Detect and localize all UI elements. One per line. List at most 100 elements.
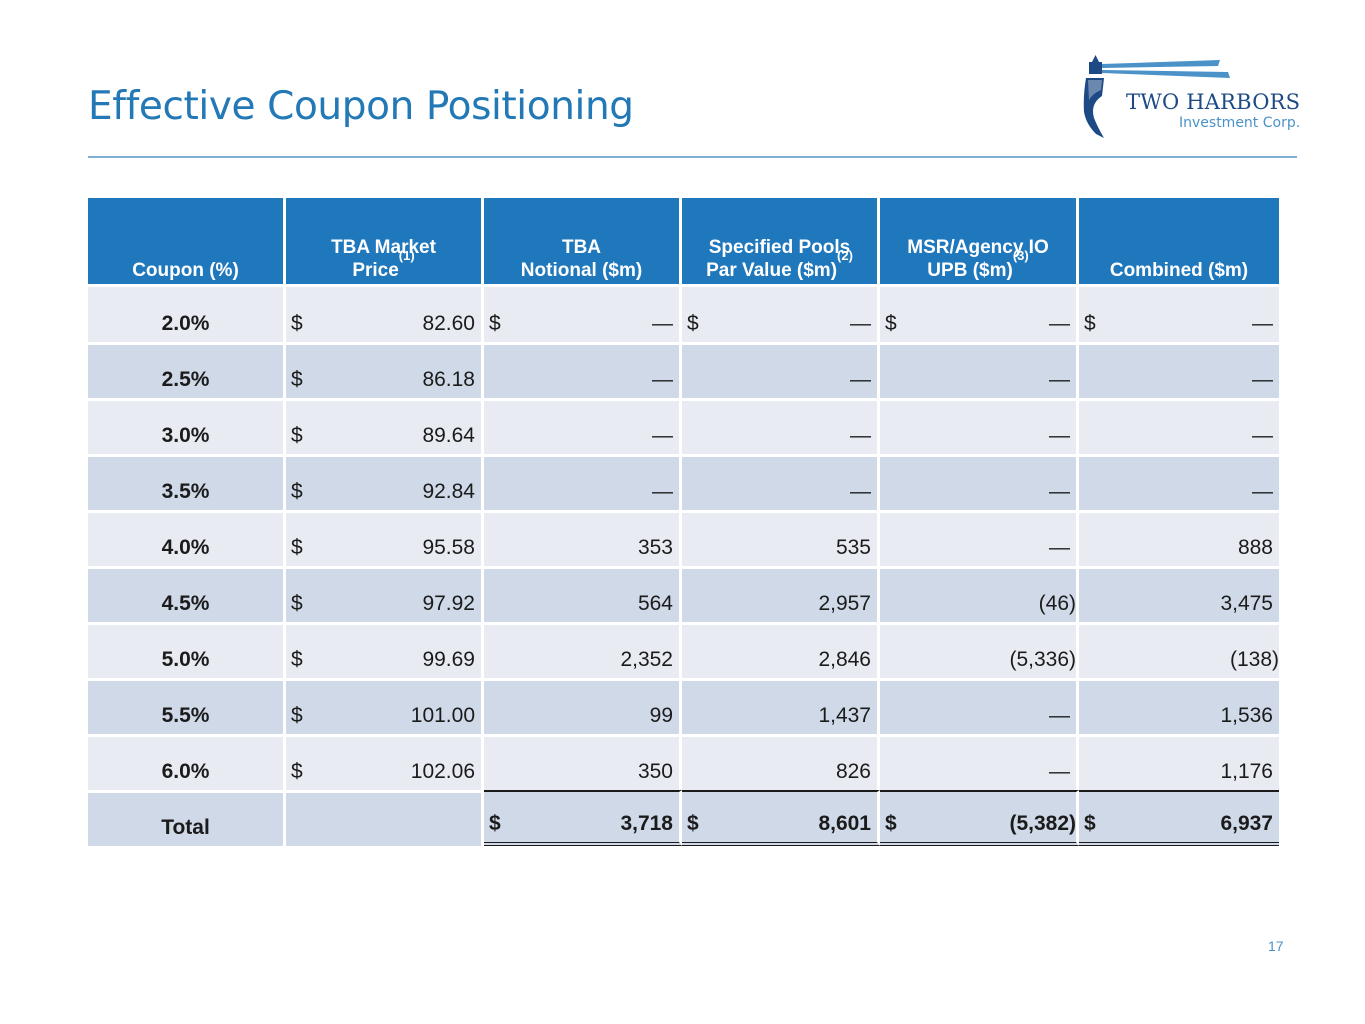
table-cell: $102.06	[286, 734, 484, 790]
currency-symbol	[885, 592, 897, 616]
currency-symbol: $	[687, 812, 699, 835]
table-header-row: Coupon (%) TBA Market Price(1) TBA Notional …	[88, 198, 1279, 284]
currency-symbol: $	[291, 592, 303, 615]
table-cell: 535	[682, 510, 880, 566]
cell-value: 8,601	[818, 812, 871, 835]
column-header-text: TBA Market	[331, 237, 436, 258]
coupon-cell: 2.5%	[88, 342, 286, 398]
cell-value: (46)	[1038, 592, 1076, 615]
currency-symbol: $	[291, 648, 303, 671]
column-header-text: Specified Pools	[708, 237, 851, 258]
currency-symbol	[687, 648, 699, 672]
table-cell: 2,957	[682, 566, 880, 622]
cell-value: 353	[637, 536, 673, 559]
table-cell: —	[1079, 398, 1279, 454]
cell-value: 6,937	[1220, 812, 1273, 835]
table-cell: 888	[1079, 510, 1279, 566]
cell-value: 101.00	[410, 704, 475, 727]
currency-symbol	[489, 760, 501, 784]
table-cell: —	[880, 510, 1079, 566]
cell-value: —	[1049, 480, 1070, 503]
cell-value: 86.18	[422, 368, 475, 391]
currency-symbol	[687, 480, 699, 504]
table-cell: 826	[682, 734, 880, 790]
table-cell: 1,536	[1079, 678, 1279, 734]
table-cell: 1,176	[1079, 734, 1279, 790]
currency-symbol: $	[687, 312, 699, 335]
coupon-cell: 5.5%	[88, 678, 286, 734]
table-cell: (5,336)	[880, 622, 1079, 678]
coupon-cell: 4.5%	[88, 566, 286, 622]
table-cell: $97.92	[286, 566, 484, 622]
table-cell: —	[682, 454, 880, 510]
table-cell: 350	[484, 734, 682, 790]
total-label: Total	[88, 790, 286, 846]
currency-symbol: $	[291, 368, 303, 391]
cell-value: —	[652, 368, 673, 391]
currency-symbol	[489, 592, 501, 616]
table-cell: 2,352	[484, 622, 682, 678]
cell-value: —	[1252, 424, 1273, 447]
cell-value: 350	[637, 760, 673, 783]
table-row: 5.5% $101.00 99 1,437 — 1,536	[88, 678, 1279, 734]
column-header-text: Coupon (%)	[132, 260, 239, 281]
column-header-text: Combined ($m)	[1109, 260, 1249, 281]
table-cell: $8,601	[682, 790, 880, 846]
currency-symbol: $	[291, 536, 303, 559]
table-cell: $82.60	[286, 284, 484, 342]
table-cell: —	[880, 734, 1079, 790]
cell-value: (138)	[1229, 648, 1279, 671]
coupon-table: Coupon (%) TBA Market Price(1) TBA Notional …	[88, 198, 1279, 846]
currency-symbol	[885, 424, 897, 448]
cell-value: 1,437	[818, 704, 871, 727]
currency-symbol	[489, 424, 501, 448]
currency-symbol: $	[885, 812, 897, 835]
currency-symbol: $	[1084, 812, 1096, 835]
logo-subtitle: Investment Corp.	[1179, 115, 1301, 131]
currency-symbol	[489, 704, 501, 728]
column-header-text: UPB ($m)	[927, 260, 1013, 281]
table-cell: 3,475	[1079, 566, 1279, 622]
currency-symbol: $	[291, 424, 303, 447]
cell-value: —	[850, 424, 871, 447]
page-number: 17	[1268, 938, 1284, 954]
table-cell: 564	[484, 566, 682, 622]
table-cell: $6,937	[1079, 790, 1279, 846]
cell-value: —	[1049, 312, 1070, 335]
cell-value: —	[850, 480, 871, 503]
cell-value: —	[652, 312, 673, 335]
currency-symbol	[885, 536, 897, 560]
table-cell: $ —	[484, 284, 682, 342]
table-cell: 1,437	[682, 678, 880, 734]
table-cell: —	[484, 342, 682, 398]
currency-symbol	[1084, 760, 1096, 784]
column-header: Specified Pools Par Value ($m)(2)	[682, 198, 880, 284]
table-row: 3.5% $92.84 — — — —	[88, 454, 1279, 510]
cell-value: 1,176	[1220, 760, 1273, 783]
cell-value: —	[1252, 312, 1273, 335]
table-cell: —	[682, 398, 880, 454]
column-header: TBA Market Price(1)	[286, 198, 484, 284]
currency-symbol	[885, 648, 897, 672]
table-row: 6.0% $102.06 350 826 — 1,176	[88, 734, 1279, 790]
cell-value: 89.64	[422, 424, 475, 447]
cell-value: 97.92	[422, 592, 475, 615]
table-row: 2.0% $82.60 $ — $ — $ — $ —	[88, 284, 1279, 342]
currency-symbol	[1084, 648, 1096, 672]
currency-symbol: $	[489, 812, 501, 835]
column-header-text: Price	[352, 260, 399, 281]
currency-symbol	[1084, 704, 1096, 728]
currency-symbol	[687, 536, 699, 560]
cell-value: (5,382)	[1009, 812, 1076, 835]
currency-symbol: $	[489, 312, 501, 335]
table-cell: —	[1079, 342, 1279, 398]
cell-value: 95.58	[422, 536, 475, 559]
table-cell: —	[880, 398, 1079, 454]
cell-value: 2,846	[818, 648, 871, 671]
table-row: 4.0% $95.58 353 535 — 888	[88, 510, 1279, 566]
cell-value: 2,957	[818, 592, 871, 615]
table-row: 3.0% $89.64 — — — —	[88, 398, 1279, 454]
table-cell: $99.69	[286, 622, 484, 678]
currency-symbol	[1084, 592, 1096, 616]
currency-symbol: $	[291, 760, 303, 783]
